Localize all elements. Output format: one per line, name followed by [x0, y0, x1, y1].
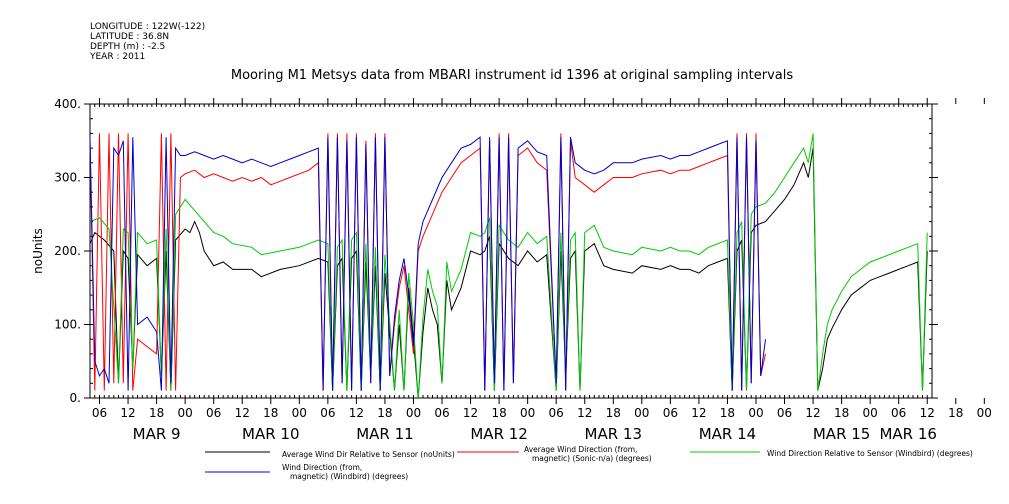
longitude-text: LONGITUDE : 122W(-122) [90, 22, 206, 32]
x-date-label: MAR 15 [813, 425, 870, 443]
x-tick-label: 06 [320, 406, 335, 420]
y-tick-label: 100. [54, 318, 81, 332]
x-tick-label: 12 [577, 406, 592, 420]
x-tick-label: 00 [406, 406, 421, 420]
x-tick-label: 18 [149, 406, 164, 420]
latitude-text: LATITUDE : 36.8N [90, 32, 170, 42]
metadata-block: LONGITUDE : 122W(-122) LATITUDE : 36.8N … [90, 22, 205, 62]
x-tick-label: 06 [663, 406, 678, 420]
depth-text: DEPTH (m) : -2.5 [90, 42, 166, 52]
y-tick-label: 200. [54, 244, 81, 258]
x-tick-label: 12 [235, 406, 250, 420]
y-tick-label: 300. [54, 171, 81, 185]
x-tick-label: 06 [434, 406, 449, 420]
x-date-label: MAR 13 [585, 425, 642, 443]
x-tick-label: 06 [549, 406, 564, 420]
x-tick-label: 00 [178, 406, 193, 420]
x-tick-label: 18 [948, 406, 963, 420]
y-axis-label: noUnits [31, 228, 45, 274]
x-tick-label: 18 [377, 406, 392, 420]
x-tick-label: 18 [834, 406, 849, 420]
x-tick-label: 06 [891, 406, 906, 420]
x-tick-label: 00 [863, 406, 878, 420]
x-tick-label: 12 [349, 406, 364, 420]
y-tick-label: 400. [54, 97, 81, 111]
x-tick-label: 12 [463, 406, 478, 420]
legend-label-3: Wind Direction Relative to Sensor (Windb… [767, 449, 973, 458]
series-line-4 [89, 136, 766, 391]
chart-title: Mooring M1 Metsys data from MBARI instru… [230, 68, 794, 83]
x-tick-label: 18 [491, 406, 506, 420]
x-tick-label: 18 [263, 406, 278, 420]
x-tick-label: 00 [634, 406, 649, 420]
legend-label-1: Average Wind Dir Relative to Sensor (noU… [282, 450, 455, 459]
series-line-2 [89, 133, 766, 391]
x-tick-label: 00 [748, 406, 763, 420]
x-tick-label: 00 [977, 406, 992, 420]
x-date-label: MAR 10 [242, 425, 299, 443]
x-tick-label: 06 [777, 406, 792, 420]
x-tick-label: 12 [691, 406, 706, 420]
legend-label-2: Average Wind Direction (from, [524, 445, 637, 454]
x-tick-label: 12 [120, 406, 135, 420]
series-line-3 [89, 133, 928, 399]
x-tick-label: 18 [606, 406, 621, 420]
x-tick-label: 12 [805, 406, 820, 420]
legend-label-4-line2: magnetic) (Windbird) (degrees) [290, 472, 408, 481]
x-date-label: MAR 14 [699, 425, 756, 443]
x-tick-label: 00 [292, 406, 307, 420]
legend-label-2-line2: magnetic) (Sonic-n/a) (degrees) [532, 454, 652, 463]
x-date-label: MAR 12 [470, 425, 527, 443]
year-text: YEAR : 2011 [90, 52, 146, 62]
y-tick-label: 0. [70, 391, 81, 405]
x-tick-label: 12 [920, 406, 935, 420]
x-date-label: MAR 11 [356, 425, 413, 443]
series-line-1 [89, 148, 928, 399]
x-tick-label: 06 [206, 406, 221, 420]
x-date-label: MAR 16 [879, 425, 936, 443]
x-date-label: MAR 9 [133, 425, 181, 443]
x-tick-label: 18 [720, 406, 735, 420]
x-tick-label: 00 [520, 406, 535, 420]
legend-label-4: Wind Direction (from, [282, 463, 362, 472]
x-tick-label: 06 [92, 406, 107, 420]
